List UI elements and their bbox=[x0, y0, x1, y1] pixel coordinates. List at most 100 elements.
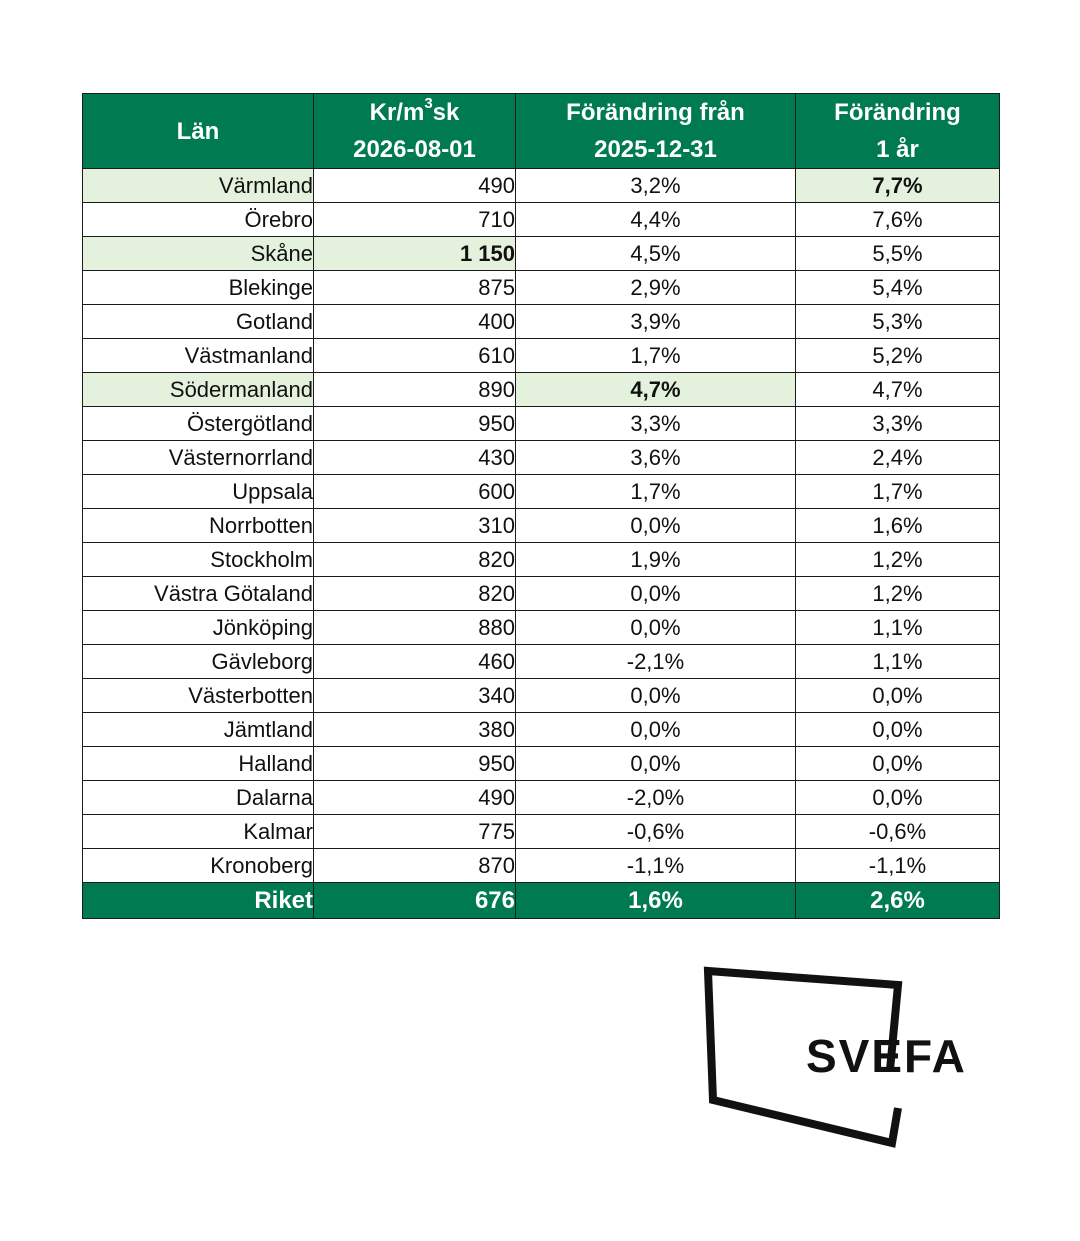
table-row: Gävleborg 460 -2,1% 1,1% bbox=[82, 644, 1000, 679]
cell-change-since: 1,7% bbox=[515, 474, 796, 509]
cell-change-year: 1,2% bbox=[795, 576, 1000, 611]
cell-change-year: 1,1% bbox=[795, 610, 1000, 645]
cell-lan: Kronoberg bbox=[82, 848, 314, 883]
total-change-year: 2,6% bbox=[795, 882, 1000, 919]
cell-lan: Dalarna bbox=[82, 780, 314, 815]
cell-change-since: 0,0% bbox=[515, 678, 796, 713]
table-row: Västernorrland 430 3,6% 2,4% bbox=[82, 440, 1000, 475]
cell-lan: Stockholm bbox=[82, 542, 314, 577]
cell-change-year: 1,1% bbox=[795, 644, 1000, 679]
cell-lan: Västernorrland bbox=[82, 440, 314, 475]
cell-change-year: 0,0% bbox=[795, 678, 1000, 713]
header-price-unit: Kr/m bbox=[369, 99, 425, 126]
cell-price: 820 bbox=[313, 576, 516, 611]
cell-lan: Värmland bbox=[82, 168, 314, 203]
cell-change-since: -0,6% bbox=[515, 814, 796, 849]
table-row: Halland 950 0,0% 0,0% bbox=[82, 746, 1000, 781]
table-row: Örebro 710 4,4% 7,6% bbox=[82, 202, 1000, 237]
cell-lan: Uppsala bbox=[82, 474, 314, 509]
total-price: 676 bbox=[313, 882, 516, 919]
cell-change-since: 4,4% bbox=[515, 202, 796, 237]
cell-lan: Blekinge bbox=[82, 270, 314, 305]
cell-price: 600 bbox=[313, 474, 516, 509]
cell-lan: Västra Götaland bbox=[82, 576, 314, 611]
cell-change-year: 3,3% bbox=[795, 406, 1000, 441]
table-row: Jönköping 880 0,0% 1,1% bbox=[82, 610, 1000, 645]
table-row: Kalmar 775 -0,6% -0,6% bbox=[82, 814, 1000, 849]
cell-lan: Västmanland bbox=[82, 338, 314, 373]
cell-price: 870 bbox=[313, 848, 516, 883]
cell-price: 775 bbox=[313, 814, 516, 849]
cell-lan: Gotland bbox=[82, 304, 314, 339]
total-change-since: 1,6% bbox=[515, 882, 796, 919]
cell-change-year: 7,7% bbox=[795, 168, 1000, 203]
header-price: Kr/m3sk 2026-08-01 bbox=[313, 93, 516, 169]
price-table: Län Kr/m3sk 2026-08-01 Förändring från 2… bbox=[82, 93, 1000, 919]
cell-price: 880 bbox=[313, 610, 516, 645]
table-row: Dalarna 490 -2,0% 0,0% bbox=[82, 780, 1000, 815]
logo-frame bbox=[703, 966, 903, 1148]
cell-change-year: -0,6% bbox=[795, 814, 1000, 849]
cell-change-since: 0,0% bbox=[515, 576, 796, 611]
cell-change-since: 3,2% bbox=[515, 168, 796, 203]
cell-change-year: 5,4% bbox=[795, 270, 1000, 305]
cell-change-year: 0,0% bbox=[795, 712, 1000, 747]
cell-change-year: 2,4% bbox=[795, 440, 1000, 475]
cell-price: 340 bbox=[313, 678, 516, 713]
cell-change-since: 2,9% bbox=[515, 270, 796, 305]
cell-change-since: 3,6% bbox=[515, 440, 796, 475]
table-row: Kronoberg 870 -1,1% -1,1% bbox=[82, 848, 1000, 883]
header-change-year: Förändring 1 år bbox=[795, 93, 1000, 169]
cell-change-year: 5,5% bbox=[795, 236, 1000, 271]
cell-price: 875 bbox=[313, 270, 516, 305]
table-row: Gotland 400 3,9% 5,3% bbox=[82, 304, 1000, 339]
table-row: Stockholm 820 1,9% 1,2% bbox=[82, 542, 1000, 577]
cell-change-year: 5,2% bbox=[795, 338, 1000, 373]
cell-lan: Kalmar bbox=[82, 814, 314, 849]
table-row: Västerbotten 340 0,0% 0,0% bbox=[82, 678, 1000, 713]
cell-price: 820 bbox=[313, 542, 516, 577]
cell-lan: Norrbotten bbox=[82, 508, 314, 543]
total-lan: Riket bbox=[82, 882, 314, 919]
cell-change-since: -1,1% bbox=[515, 848, 796, 883]
cell-change-since: 4,7% bbox=[515, 372, 796, 407]
svefa-logo: SVEFA bbox=[703, 966, 967, 1148]
header-lan: Län bbox=[82, 93, 314, 169]
cell-price: 710 bbox=[313, 202, 516, 237]
cell-change-since: 0,0% bbox=[515, 712, 796, 747]
cell-price: 890 bbox=[313, 372, 516, 407]
cell-price: 1 150 bbox=[313, 236, 516, 271]
cell-change-since: -2,0% bbox=[515, 780, 796, 815]
cell-change-year: 1,2% bbox=[795, 542, 1000, 577]
cell-lan: Östergötland bbox=[82, 406, 314, 441]
table-row: Uppsala 600 1,7% 1,7% bbox=[82, 474, 1000, 509]
cell-change-year: 1,7% bbox=[795, 474, 1000, 509]
cell-change-since: 1,7% bbox=[515, 338, 796, 373]
header-row: Län Kr/m3sk 2026-08-01 Förändring från 2… bbox=[82, 93, 1000, 169]
cell-change-since: 4,5% bbox=[515, 236, 796, 271]
cell-price: 380 bbox=[313, 712, 516, 747]
cell-change-year: 0,0% bbox=[795, 746, 1000, 781]
logo-text: SVEFA bbox=[806, 1030, 967, 1082]
cell-lan: Jämtland bbox=[82, 712, 314, 747]
header-change-since: Förändring från 2025-12-31 bbox=[515, 93, 796, 169]
cell-change-since: 0,0% bbox=[515, 746, 796, 781]
cell-lan: Jönköping bbox=[82, 610, 314, 645]
header-price-sup: 3 bbox=[424, 95, 433, 112]
table-row: Skåne 1 150 4,5% 5,5% bbox=[82, 236, 1000, 271]
table-row: Värmland 490 3,2% 7,7% bbox=[82, 168, 1000, 203]
cell-change-since: 1,9% bbox=[515, 542, 796, 577]
cell-change-year: 1,6% bbox=[795, 508, 1000, 543]
table-row: Södermanland 890 4,7% 4,7% bbox=[82, 372, 1000, 407]
cell-change-year: 5,3% bbox=[795, 304, 1000, 339]
cell-price: 460 bbox=[313, 644, 516, 679]
table-row: Östergötland 950 3,3% 3,3% bbox=[82, 406, 1000, 441]
total-row: Riket 676 1,6% 2,6% bbox=[82, 882, 1000, 919]
table-body: Värmland 490 3,2% 7,7% Örebro 710 4,4% 7,6% Skån… bbox=[82, 168, 1000, 883]
cell-price: 950 bbox=[313, 406, 516, 441]
table-row: Jämtland 380 0,0% 0,0% bbox=[82, 712, 1000, 747]
cell-change-year: 4,7% bbox=[795, 372, 1000, 407]
cell-lan: Skåne bbox=[82, 236, 314, 271]
cell-price: 950 bbox=[313, 746, 516, 781]
cell-price: 490 bbox=[313, 780, 516, 815]
